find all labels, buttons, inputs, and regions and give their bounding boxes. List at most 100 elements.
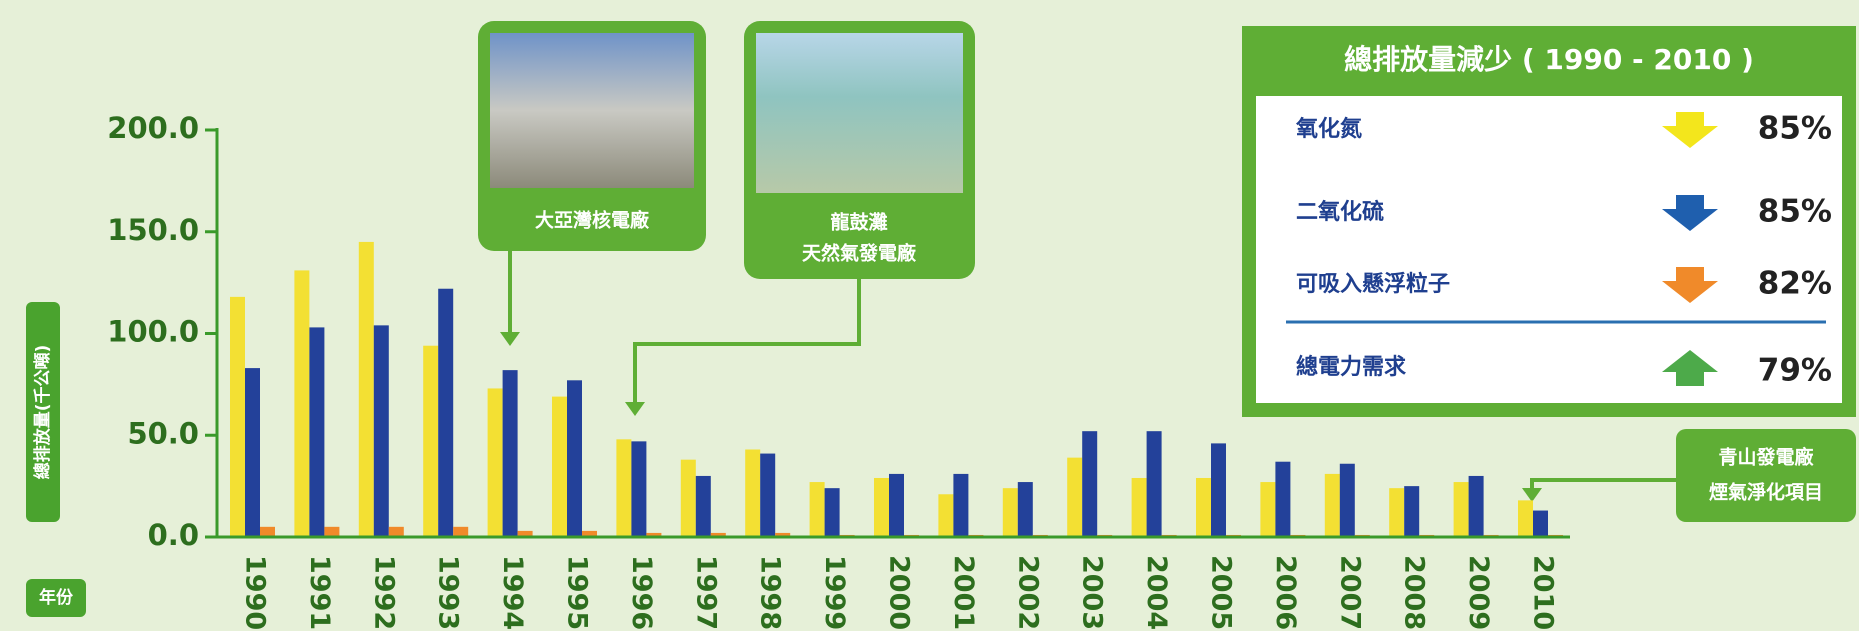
summary-value: 79% [1758,353,1832,389]
bar [373,325,389,537]
arrow-head [1522,488,1542,502]
bar [1533,510,1548,537]
bar [646,532,662,537]
bar [245,368,260,537]
x-tick-label: 1990 [240,555,271,630]
bar [824,488,840,537]
y-tick-label: 100.0 [107,315,199,349]
summary-arrow [1662,112,1718,148]
summary-value: 82% [1758,266,1832,302]
summary-arrow [1662,267,1718,303]
arrow-head [500,332,520,346]
x-tick-label: 2008 [1399,555,1430,630]
summary-label: 可吸入懸浮粒子 [1296,271,1450,297]
summary-value: 85% [1758,111,1832,147]
x-tick-label: 2000 [884,555,915,630]
x-tick-label: 2003 [1077,555,1108,630]
annotation: 大亞灣核電廠 [535,209,650,232]
bar [953,473,969,537]
annotation-arrow [633,279,861,408]
bar [695,475,711,537]
x-tick-label: 2001 [948,555,979,630]
bar [889,473,904,537]
bar [874,477,889,537]
y-tick-label: 0.0 [148,518,199,552]
bar [1275,461,1291,537]
arrow-head [625,402,645,416]
y-label-box [26,302,60,522]
bar [567,380,582,537]
y-tick-label: 50.0 [127,416,199,450]
bar [760,453,776,537]
bar [1260,482,1276,537]
x-tick-label: 2004 [1141,555,1172,630]
bar [309,327,325,537]
x-tick-label: 2007 [1334,555,1365,630]
bar [1468,475,1484,537]
photo [756,33,963,193]
x-tick-label: 1995 [562,555,593,630]
x-tick-label: 2009 [1463,555,1494,630]
bar [502,370,518,537]
bar [1002,488,1018,537]
bar [745,449,761,537]
bar [324,526,340,537]
bar [1067,457,1083,537]
bar [260,526,275,537]
x-tick-label: 2005 [1206,555,1237,630]
bar [1196,477,1211,537]
x-label-box [26,579,86,617]
x-tick-label: 2010 [1528,555,1559,630]
bar [423,345,439,537]
summary-label: 氧化氮 [1295,116,1362,142]
summary-label: 二氧化硫 [1296,199,1384,225]
annotation: 龍鼓灘 [830,211,887,234]
bar [582,530,597,537]
bar [230,296,245,537]
bar [1146,431,1162,537]
x-tick-label: 1998 [755,555,786,630]
bar [1082,431,1098,537]
x-tick-label: 2002 [1012,555,1043,630]
bar [1404,486,1420,537]
bar [552,396,567,537]
bar [1324,473,1340,537]
bar [294,270,310,537]
bar [1453,482,1469,537]
bar [453,526,469,537]
summary-value: 85% [1758,194,1832,230]
y-axis-label: 總排放量(千公噸) [32,345,53,480]
bar [1339,463,1355,537]
summary-panel [1256,96,1842,403]
summary-arrow [1662,350,1718,386]
bar [1389,488,1405,537]
summary-title: 總排放量減少 ( 1990 - 2010 ) [1344,43,1754,76]
bar [680,459,696,537]
x-axis-label: 年份 [39,587,74,608]
bar [487,388,503,537]
x-tick-label: 1996 [626,555,657,630]
annotation: 青山發電廠 [1718,446,1814,469]
bar [710,532,726,537]
annotation: 煙氣淨化項目 [1709,481,1823,504]
bar [438,288,454,537]
x-tick-label: 1993 [433,555,464,630]
bar [809,482,825,537]
bar [358,241,374,538]
bar [1017,482,1033,537]
y-tick-label: 150.0 [107,213,199,247]
x-tick-label: 2006 [1270,555,1301,630]
bar [1131,477,1147,537]
photo [490,33,694,188]
bar [938,494,954,537]
y-tick-label: 200.0 [107,111,199,145]
bar [1211,443,1226,537]
bar [1518,500,1533,537]
x-tick-label: 1997 [690,555,721,630]
bar [616,439,632,537]
x-tick-label: 1994 [497,555,528,630]
annotation: 天然氣發電廠 [802,242,917,265]
x-tick-label: 1999 [819,555,850,630]
